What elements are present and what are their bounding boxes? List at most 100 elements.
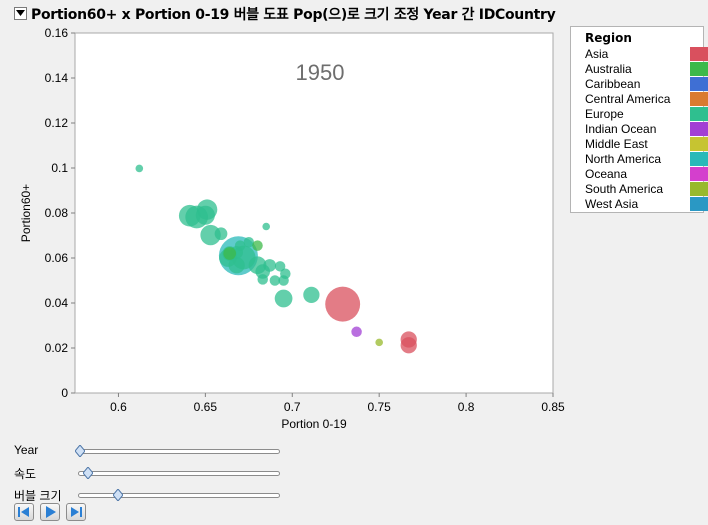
legend-item[interactable]: Central America bbox=[585, 92, 708, 107]
bubble-point[interactable] bbox=[252, 240, 263, 251]
step-forward-button[interactable] bbox=[66, 503, 86, 521]
title-bar: Portion60+ x Portion 0-19 버블 도표 Pop(으)로 … bbox=[0, 0, 708, 26]
year-watermark: 1950 bbox=[296, 60, 345, 85]
slider-row: 버블 크기 bbox=[0, 487, 290, 503]
slider-track[interactable] bbox=[78, 471, 280, 476]
bubble-point[interactable] bbox=[200, 224, 221, 246]
legend-swatch bbox=[690, 92, 708, 106]
legend-label: South America bbox=[585, 182, 664, 196]
legend-label: North America bbox=[585, 152, 662, 166]
bubble-point[interactable] bbox=[243, 237, 255, 248]
collapse-toggle-button[interactable] bbox=[14, 7, 27, 20]
y-tick-label: 0 bbox=[61, 386, 68, 400]
slider-track[interactable] bbox=[78, 449, 280, 454]
legend-item[interactable]: Europe bbox=[585, 107, 708, 122]
slider-label: 속도 bbox=[14, 467, 37, 481]
legend-item[interactable]: North America bbox=[585, 152, 708, 167]
y-tick-label: 0.12 bbox=[45, 116, 69, 130]
legend-swatch bbox=[690, 152, 708, 166]
step-forward-icon bbox=[71, 507, 82, 517]
bubble-point[interactable] bbox=[269, 275, 281, 286]
legend-item[interactable]: Asia bbox=[585, 47, 708, 62]
legend-label: Caribbean bbox=[585, 77, 641, 91]
slider-row: Year bbox=[0, 443, 290, 459]
bubble-point[interactable] bbox=[351, 326, 362, 338]
x-tick-label: 0.75 bbox=[368, 400, 392, 414]
legend-swatch bbox=[690, 182, 708, 196]
x-tick-label: 0.7 bbox=[284, 400, 301, 414]
y-tick-label: 0.14 bbox=[45, 71, 69, 85]
step-back-icon bbox=[18, 507, 29, 517]
triangle-down-icon bbox=[16, 10, 25, 16]
slider-track[interactable] bbox=[78, 493, 280, 498]
bubble-point[interactable] bbox=[325, 286, 361, 322]
bubble-point[interactable] bbox=[214, 227, 228, 241]
report-title: Portion60+ x Portion 0-19 버블 도표 Pop(으)로 … bbox=[31, 7, 556, 23]
legend-label: Europe bbox=[585, 107, 624, 121]
slider-thumb[interactable] bbox=[82, 467, 93, 479]
bubble-point[interactable] bbox=[303, 286, 320, 304]
legend-item[interactable]: South America bbox=[585, 182, 708, 197]
legend-swatch bbox=[690, 77, 708, 91]
legend-label: Asia bbox=[585, 47, 609, 61]
bubble-point[interactable] bbox=[262, 222, 271, 231]
legend-item[interactable]: Indian Ocean bbox=[585, 122, 708, 137]
bubble-point[interactable] bbox=[375, 338, 383, 347]
slider-thumb[interactable] bbox=[113, 489, 123, 501]
bubble-point[interactable] bbox=[274, 261, 286, 272]
bubble-point[interactable] bbox=[257, 274, 268, 285]
legend-label: Middle East bbox=[585, 137, 648, 151]
y-tick-label: 0.02 bbox=[45, 341, 69, 355]
legend-swatch bbox=[690, 122, 708, 136]
legend-swatch bbox=[690, 167, 708, 181]
step-back-button[interactable] bbox=[14, 503, 34, 521]
y-axis-title: Portion60+ bbox=[19, 184, 33, 242]
bubble-point[interactable] bbox=[195, 205, 215, 225]
bubble-point[interactable] bbox=[278, 275, 289, 286]
bubble-point[interactable] bbox=[400, 337, 417, 354]
y-tick-label: 0.1 bbox=[51, 161, 68, 175]
y-tick-label: 0.06 bbox=[45, 251, 69, 265]
x-tick-label: 0.6 bbox=[110, 400, 127, 414]
legend-title: Region bbox=[585, 31, 632, 45]
bubble-point[interactable] bbox=[234, 240, 246, 251]
bubble-point[interactable] bbox=[274, 289, 293, 308]
y-tick-label: 0.08 bbox=[45, 206, 69, 220]
legend-swatch bbox=[690, 62, 708, 76]
slider-label: Year bbox=[14, 443, 39, 457]
play-icon bbox=[46, 506, 56, 518]
bubble-point[interactable] bbox=[228, 257, 245, 274]
slider-label: 버블 크기 bbox=[14, 489, 62, 503]
legend-label: Oceana bbox=[585, 167, 628, 181]
legend-item[interactable]: Middle East bbox=[585, 137, 708, 152]
bubble-point[interactable] bbox=[135, 164, 144, 173]
legend-item[interactable]: Caribbean bbox=[585, 77, 708, 92]
legend-label: Central America bbox=[585, 92, 671, 106]
legend-label: West Asia bbox=[585, 197, 639, 211]
play-button[interactable] bbox=[40, 503, 60, 521]
legend-swatch bbox=[690, 137, 708, 151]
bubble-layer bbox=[135, 164, 417, 354]
legend-item[interactable]: West Asia bbox=[585, 197, 708, 212]
y-tick-label: 0.04 bbox=[45, 296, 69, 310]
x-axis-title: Portion 0-19 bbox=[281, 417, 347, 431]
bubble-point[interactable] bbox=[223, 247, 237, 260]
bubble-point[interactable] bbox=[263, 259, 277, 272]
y-tick-label: 0.16 bbox=[45, 26, 69, 40]
slider-thumb[interactable] bbox=[75, 445, 85, 457]
legend-item[interactable]: Oceana bbox=[585, 167, 708, 182]
slider-row: 속도 bbox=[0, 465, 290, 481]
legend-item[interactable]: Australia bbox=[585, 62, 708, 77]
bubble-point[interactable] bbox=[178, 204, 201, 227]
plot-frame bbox=[74, 32, 554, 394]
x-tick-label: 0.65 bbox=[194, 400, 218, 414]
legend-label: Australia bbox=[585, 62, 632, 76]
region-legend: Region Asia Australia Caribbean Central Ame… bbox=[570, 26, 708, 213]
legend-label: Indian Ocean bbox=[585, 122, 657, 136]
legend-swatch bbox=[690, 197, 708, 211]
x-tick-label: 0.85 bbox=[541, 400, 565, 414]
legend-swatch bbox=[690, 107, 708, 121]
x-tick-label: 0.8 bbox=[458, 400, 475, 414]
legend-swatch bbox=[690, 47, 708, 61]
